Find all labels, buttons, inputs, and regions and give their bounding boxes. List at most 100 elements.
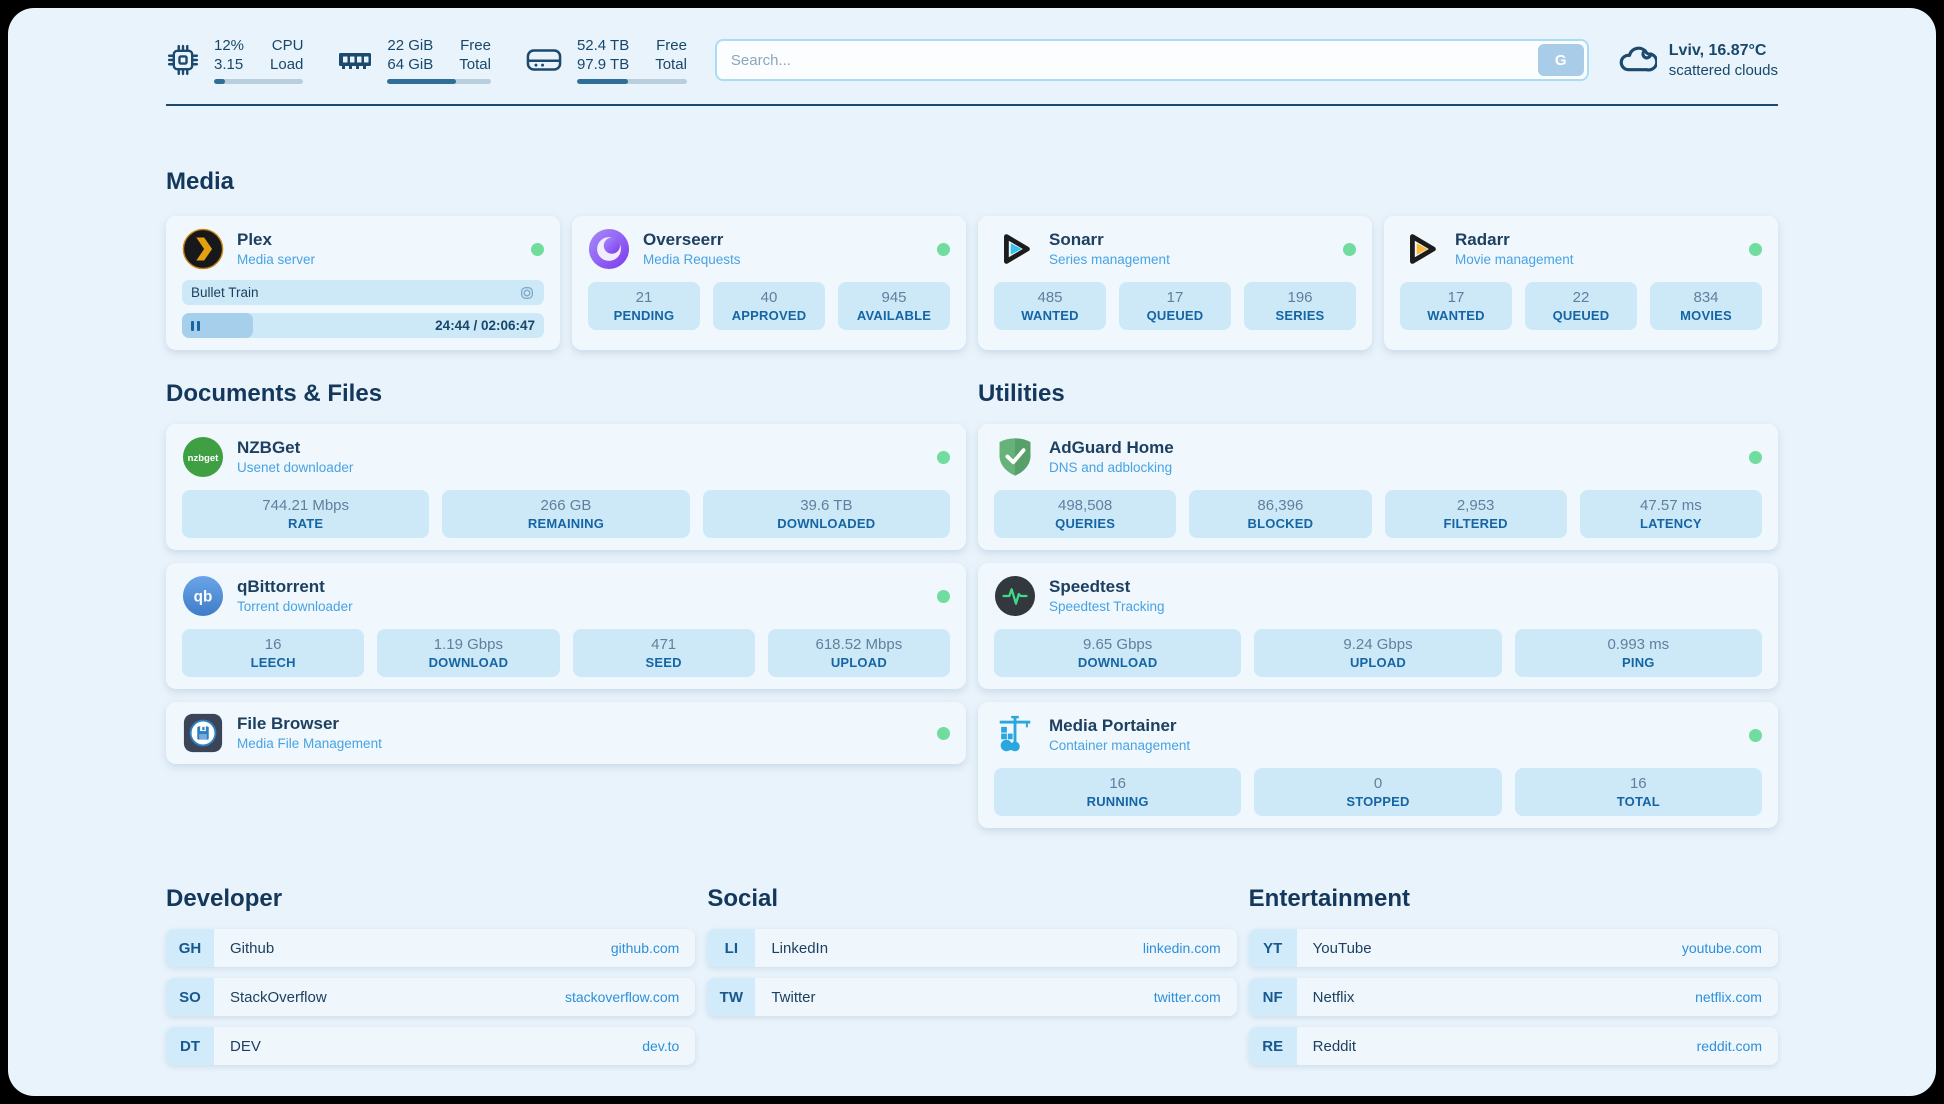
social-links: Social LI LinkedIn linkedin.com TW Twitt…	[707, 885, 1237, 1076]
service-subtitle: Media File Management	[237, 736, 382, 751]
service-subtitle: Media Requests	[643, 252, 741, 267]
link-abbr: YT	[1248, 929, 1297, 967]
stat-pill: 2,953 FILTERED	[1384, 490, 1567, 538]
system-stats: 12% 3.15 CPU Load	[166, 36, 687, 84]
service-subtitle: Series management	[1049, 252, 1170, 267]
link-abbr: TW	[707, 978, 756, 1016]
link-url[interactable]: reddit.com	[1696, 1038, 1762, 1054]
stat-value: 22	[1572, 289, 1590, 306]
service-subtitle: Media server	[237, 252, 316, 267]
stat-pill: 618.52 Mbps UPLOAD	[767, 629, 950, 677]
link-row-netflix[interactable]: NF Netflix netflix.com	[1248, 978, 1778, 1016]
disk-progress-bar	[576, 79, 687, 84]
stat-label: LEECH	[250, 655, 296, 670]
stat-value: 0.993 ms	[1607, 636, 1670, 653]
stat-pill: 471 SEED	[572, 629, 755, 677]
link-row-twitter[interactable]: TW Twitter twitter.com	[707, 978, 1237, 1016]
weather-widget: Lviv, 16.87°C scattered clouds	[1617, 40, 1778, 81]
service-card-adguard[interactable]: AdGuard Home DNS and adblocking 498,508 …	[978, 424, 1778, 550]
link-row-dev[interactable]: DT DEV dev.to	[166, 1027, 696, 1065]
stat-label: DOWNLOAD	[428, 655, 509, 670]
filebrowser-icon	[182, 712, 224, 754]
service-card-radarr[interactable]: Radarr Movie management 17 WANTED 22 QUE…	[1384, 216, 1778, 350]
status-indicator	[937, 726, 950, 740]
stat-value: 945	[881, 289, 907, 306]
status-indicator	[531, 242, 544, 256]
link-url[interactable]: linkedin.com	[1142, 940, 1221, 956]
service-title: AdGuard Home	[1049, 438, 1174, 457]
ram-label-1: Free	[460, 37, 491, 54]
stat-label: BLOCKED	[1247, 516, 1314, 531]
ram-stat: 22 GiB 64 GiB Free Total	[337, 36, 491, 84]
stat-value: 40	[760, 289, 778, 306]
stat-pill: 17 WANTED	[1400, 282, 1512, 330]
stat-pill: 17 QUEUED	[1119, 282, 1231, 330]
disk-total: 97.9 TB	[576, 56, 630, 73]
link-abbr: GH	[166, 929, 214, 967]
movie-lens-icon	[519, 285, 535, 301]
link-row-stackoverflow[interactable]: SO StackOverflow stackoverflow.com	[166, 978, 696, 1016]
stat-value: 266 GB	[540, 497, 592, 514]
documents-column: Documents & Files nzbget NZBGet Usenet d	[166, 350, 966, 841]
service-card-nzbget[interactable]: nzbget NZBGet Usenet downloader 744.21 M…	[166, 424, 966, 550]
search-engine-button[interactable]: G	[1537, 44, 1584, 76]
service-subtitle: Torrent downloader	[237, 599, 353, 614]
pause-icon[interactable]	[191, 320, 200, 331]
search-input[interactable]	[716, 41, 1587, 79]
link-row-reddit[interactable]: RE Reddit reddit.com	[1248, 1027, 1778, 1065]
stat-value: 16	[264, 636, 282, 653]
overseerr-icon	[588, 228, 630, 270]
service-card-overseerr[interactable]: Overseerr Media Requests 21 PENDING 40 A…	[572, 216, 966, 350]
service-card-qbittorrent[interactable]: qb qBittorrent Torrent downloader 16 LEE…	[166, 563, 966, 689]
service-card-plex[interactable]: Plex Media server Bullet Train	[166, 216, 560, 350]
cpu-loadavg: 3.15	[214, 56, 244, 73]
service-card-sonarr[interactable]: Sonarr Series management 485 WANTED 17 Q…	[978, 216, 1372, 350]
link-url[interactable]: netflix.com	[1695, 989, 1762, 1005]
playback-progress-fill	[182, 313, 253, 338]
section-header-entertainment: Entertainment	[1248, 885, 1411, 912]
ram-label-2: Total	[459, 56, 491, 73]
radarr-icon	[1400, 228, 1442, 270]
link-row-linkedin[interactable]: LI LinkedIn linkedin.com	[707, 929, 1237, 967]
sonarr-icon	[994, 228, 1036, 270]
link-row-github[interactable]: GH Github github.com	[166, 929, 696, 967]
stat-label: APPROVED	[731, 308, 807, 323]
stat-pill: 834 MOVIES	[1650, 282, 1762, 330]
stat-value: 498,508	[1058, 497, 1113, 514]
stat-value: 17	[1166, 289, 1184, 306]
link-url[interactable]: github.com	[610, 940, 680, 956]
service-card-speedtest[interactable]: Speedtest Speedtest Tracking 9.65 Gbps D…	[978, 563, 1778, 689]
stat-pill: 16 LEECH	[182, 629, 365, 677]
stat-pill: 40 APPROVED	[713, 282, 825, 330]
service-title: Overseerr	[643, 230, 724, 249]
link-url[interactable]: dev.to	[642, 1038, 680, 1054]
developer-links: Developer GH Github github.com SO StackO…	[166, 885, 696, 1076]
stat-pill: 16 RUNNING	[994, 768, 1242, 816]
service-card-filebrowser[interactable]: File Browser Media File Management	[166, 702, 966, 764]
stat-pill: 22 QUEUED	[1525, 282, 1637, 330]
ram-free: 22 GiB	[387, 37, 434, 54]
link-name: Netflix	[1312, 988, 1355, 1006]
stat-value: 47.57 ms	[1640, 497, 1702, 514]
disk-icon	[525, 44, 563, 76]
section-header-utilities: Utilities	[978, 380, 1065, 407]
stat-label: FILTERED	[1443, 516, 1508, 531]
link-row-youtube[interactable]: YT YouTube youtube.com	[1248, 929, 1778, 967]
service-title: Speedtest	[1049, 577, 1131, 596]
service-card-portainer[interactable]: Media Portainer Container management 16 …	[978, 702, 1778, 828]
disk-free: 52.4 TB	[576, 37, 630, 54]
stat-label: PING	[1622, 655, 1655, 670]
stat-label: PENDING	[613, 308, 675, 323]
link-url[interactable]: stackoverflow.com	[564, 989, 680, 1005]
stat-value: 196	[1287, 289, 1313, 306]
stat-label: SEED	[645, 655, 682, 670]
link-url[interactable]: twitter.com	[1153, 989, 1221, 1005]
service-title: Media Portainer	[1049, 716, 1177, 735]
stat-label: RATE	[288, 516, 324, 531]
disk-label-1: Free	[656, 37, 687, 54]
stat-label: SERIES	[1275, 308, 1325, 323]
ram-progress-fill	[387, 79, 456, 84]
media-grid: Plex Media server Bullet Train	[166, 216, 1778, 350]
link-url[interactable]: youtube.com	[1681, 940, 1762, 956]
service-title: File Browser	[237, 714, 340, 733]
